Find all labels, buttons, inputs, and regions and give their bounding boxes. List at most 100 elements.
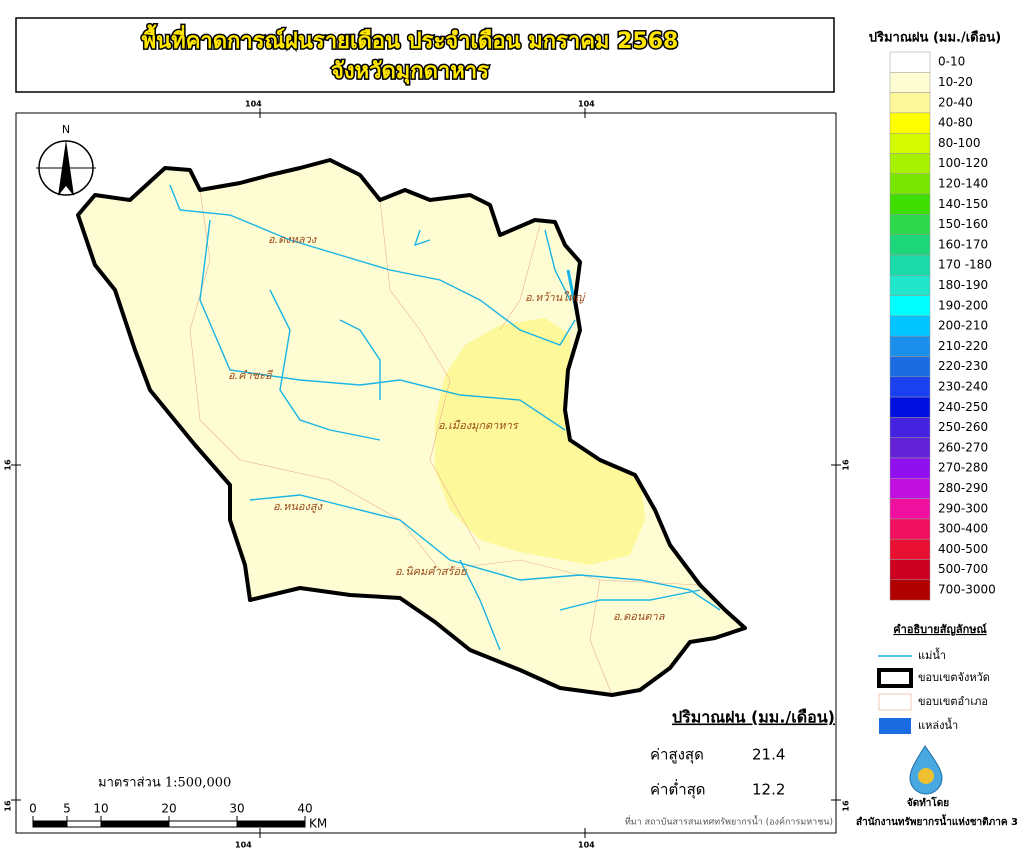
legend-swatch — [889, 559, 931, 581]
legend-swatch — [889, 132, 931, 154]
symbol-water: แหล่งน้ำ — [918, 717, 958, 732]
lon-label: 104 — [235, 841, 252, 850]
lat-label: 16 — [4, 459, 13, 471]
lon-label: 104 — [578, 100, 595, 109]
credit-org: สำนักงานทรัพยากรน้ำแห่งชาติภาค 3 — [856, 814, 1018, 828]
legend-label: 100-120 — [938, 156, 988, 170]
legend-swatch — [889, 376, 931, 398]
district-label: อ.ดอนตาล — [613, 610, 666, 623]
symbol-legend: คำอธิบายสัญลักษณ์ แม่น้ำ ขอบเขตจังหวัด ข… — [877, 623, 990, 734]
lon-label: 104 — [245, 100, 262, 109]
legend-swatch — [889, 437, 931, 459]
max-value: 21.4 — [752, 746, 785, 764]
legend-label: 180-190 — [938, 278, 988, 292]
min-label: ค่าต่ำสุด — [650, 779, 706, 800]
legend-label: 270-280 — [938, 461, 988, 475]
legend-swatch — [889, 254, 931, 276]
credit: จัดทำโดย สำนักงานทรัพยากรน้ำแห่งชาติภาค … — [856, 745, 1018, 828]
lon-label: 104 — [578, 841, 595, 850]
legend-label: 260-270 — [938, 440, 988, 454]
legend-swatch — [889, 72, 931, 93]
district-label: อ.หนองสูง — [273, 500, 324, 513]
legend-swatch — [889, 478, 931, 499]
legend-label: 160-170 — [938, 237, 988, 251]
symbol-title: คำอธิบายสัญลักษณ์ — [893, 623, 987, 636]
legend-swatch — [889, 518, 931, 540]
scalebar-label: 30 — [229, 802, 244, 816]
scalebar-segment — [237, 821, 305, 827]
lat-label: 16 — [4, 800, 13, 812]
legend-label: 220-230 — [938, 359, 988, 373]
legend-label: 250-260 — [938, 420, 988, 434]
legend-label: 290-300 — [938, 501, 988, 515]
legend-swatch — [889, 51, 931, 73]
legend-label: 700-3000 — [938, 582, 996, 596]
north-label: N — [62, 123, 70, 136]
lat-label: 16 — [842, 800, 851, 812]
symbol-province: ขอบเขตจังหวัด — [918, 671, 990, 684]
legend-label: 140-150 — [938, 197, 988, 211]
legend-label: 0-10 — [938, 55, 965, 69]
legend-label: 400-500 — [938, 542, 988, 556]
legend-swatch — [889, 356, 931, 378]
legend-swatch — [889, 173, 931, 195]
legend: ปริมาณฝน (มม./เดือน) 0-10 10-20 20-40 40-80… — [869, 30, 1001, 601]
subtitle: จังหวัดมุกดาหาร — [331, 59, 489, 85]
district-labels: อ.ดงหลวงอ.หว้านใหญ่อ.คำชะอีอ.เมืองมุกดาห… — [228, 233, 666, 623]
district-label: อ.เมืองมุกดาหาร — [438, 419, 520, 432]
stats-title: ปริมาณฝน (มม./เดือน) — [672, 708, 835, 727]
rain-zone — [435, 318, 645, 565]
rivers — [169, 184, 721, 651]
scalebar-label: 0 — [29, 802, 37, 816]
legend-label: 230-240 — [938, 379, 988, 393]
legend-label: 40-80 — [938, 116, 973, 130]
scalebar-label: 5 — [63, 802, 71, 816]
legend-label: 240-250 — [938, 400, 988, 414]
scalebar-label: 20 — [161, 802, 176, 816]
province — [76, 158, 747, 697]
legend-swatch — [889, 193, 931, 215]
scalebar-label: 40 — [297, 802, 312, 816]
legend-label: 170 -180 — [938, 258, 992, 272]
legend-swatch — [889, 234, 931, 256]
max-label: ค่าสูงสุด — [650, 746, 704, 765]
symbol-district: ขอบเขตอำเภอ — [918, 695, 988, 708]
legend-label: 20-40 — [938, 95, 973, 109]
legend-swatch — [889, 112, 931, 134]
legend-label: 80-100 — [938, 136, 981, 150]
legend-swatch — [889, 417, 931, 438]
legend-label: 10-20 — [938, 75, 973, 89]
credit-label: จัดทำโดย — [907, 796, 949, 809]
lat-label: 16 — [842, 459, 851, 471]
legend-label: 300-400 — [938, 522, 988, 536]
district-label: อ.หว้านใหญ่ — [525, 291, 586, 304]
legend-swatch — [889, 92, 931, 114]
graticule: 104 104 104 104 16 16 16 16 — [4, 100, 851, 850]
stats: ปริมาณฝน (มม./เดือน) ค่าสูงสุด 21.4 ค่าต… — [625, 708, 835, 828]
symbol-river: แม่น้ำ — [918, 647, 946, 662]
scalebar-segment — [101, 821, 169, 827]
district-label: อ.ดงหลวง — [268, 233, 318, 246]
legend-swatch — [889, 315, 931, 337]
legend-swatch — [889, 457, 931, 479]
legend-label: 280-290 — [938, 481, 988, 495]
legend-label: 200-210 — [938, 319, 988, 333]
legend-swatch — [889, 579, 931, 601]
legend-label: 150-160 — [938, 217, 988, 231]
title-box — [15, 17, 835, 93]
legend-swatch — [889, 396, 931, 418]
legend-swatch — [889, 214, 931, 235]
legend-label: 210-220 — [938, 339, 988, 353]
scalebar-segment — [33, 821, 67, 827]
legend-swatch — [889, 153, 931, 175]
legend-label: 120-140 — [938, 176, 988, 190]
north-arrow: N — [36, 123, 96, 196]
legend-swatch — [889, 498, 931, 520]
legend-label: 500-700 — [938, 562, 988, 576]
scale-text: มาตราส่วน 1:500,000 — [98, 776, 231, 791]
legend-label: 190-200 — [938, 298, 988, 312]
district-label: อ.นิคมคำสร้อย — [395, 565, 468, 578]
min-value: 12.2 — [752, 781, 785, 799]
